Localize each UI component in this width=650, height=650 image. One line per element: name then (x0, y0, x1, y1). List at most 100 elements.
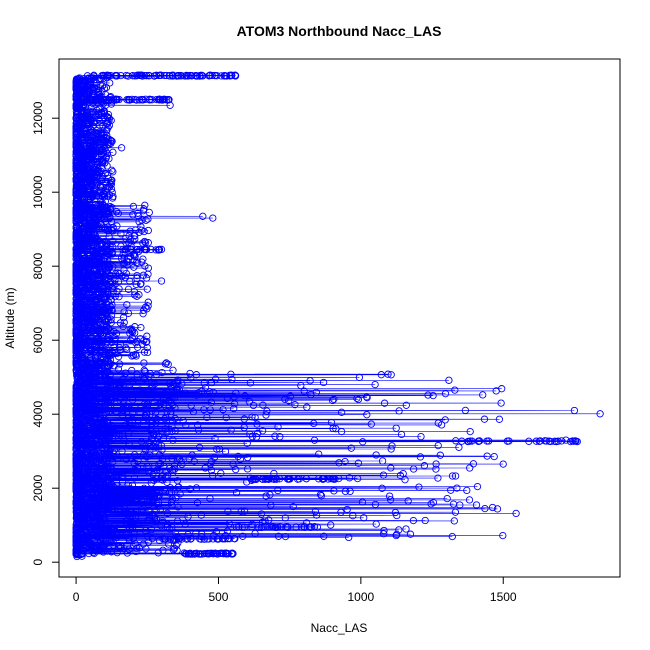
data-point (160, 95, 168, 103)
data-point (466, 437, 474, 445)
data-point (455, 443, 463, 451)
data-point (143, 285, 151, 293)
data-point (499, 531, 507, 540)
data-point (159, 546, 167, 554)
data-point (172, 493, 180, 502)
x-tick-label: 1000 (348, 590, 375, 604)
data-point (94, 115, 103, 123)
data-point (345, 474, 354, 482)
data-point (225, 519, 234, 528)
data-point (397, 430, 406, 439)
data-point (466, 427, 474, 436)
data-point (497, 399, 505, 407)
data-point (95, 386, 104, 395)
data-point (128, 409, 137, 418)
data-point (156, 459, 165, 468)
data-point (275, 475, 284, 483)
data-point (360, 514, 368, 522)
data-point (117, 242, 125, 250)
data-point (227, 71, 236, 79)
data-point (152, 430, 160, 438)
data-point (173, 517, 182, 525)
data-point (263, 474, 271, 483)
data-point (271, 432, 279, 440)
data-point (103, 384, 111, 392)
data-point (197, 511, 205, 519)
data-point (101, 402, 110, 410)
data-point (112, 330, 121, 338)
data-point (570, 406, 579, 415)
data-point (187, 401, 195, 410)
data-point (145, 486, 153, 494)
data-point (96, 348, 105, 356)
data-point (166, 525, 174, 533)
data-point (211, 71, 219, 80)
data-point (532, 437, 540, 445)
data-point (162, 472, 170, 480)
data-point (157, 441, 166, 450)
data-point (109, 192, 117, 201)
data-point (111, 521, 119, 530)
y-tick-label: 8000 (31, 253, 45, 280)
y-tick-label: 10000 (31, 175, 45, 209)
data-point (219, 406, 227, 414)
data-point (461, 406, 470, 415)
data-point (116, 496, 124, 504)
data-point (324, 475, 332, 483)
data-point (131, 323, 139, 331)
data-point (110, 446, 119, 454)
data-point (140, 205, 148, 213)
data-point (345, 533, 353, 542)
data-point (144, 501, 153, 509)
data-point (133, 370, 141, 378)
data-point (197, 533, 206, 541)
data-point (274, 423, 282, 431)
data-point (158, 446, 166, 454)
data-point (261, 517, 269, 525)
data-point (421, 516, 429, 525)
data-point (248, 520, 256, 529)
data-point (434, 474, 442, 482)
data-point (155, 245, 164, 254)
data-point (483, 452, 491, 460)
data-point (94, 420, 102, 428)
data-point (130, 491, 138, 500)
data-point (228, 549, 236, 557)
data-point (155, 451, 164, 459)
data-point (245, 398, 254, 406)
data-point (145, 71, 153, 80)
data-point (281, 514, 289, 522)
data-point (112, 71, 121, 80)
data-point (453, 484, 461, 492)
data-point (107, 548, 116, 556)
data-point (441, 416, 449, 424)
data-point (117, 144, 126, 152)
data-point (168, 427, 176, 436)
data-point (217, 469, 225, 477)
data-point (222, 414, 230, 422)
data-point (106, 136, 115, 144)
data-point (169, 436, 177, 444)
data-point (265, 516, 273, 524)
data-point (161, 425, 169, 433)
data-point (97, 176, 106, 184)
data-point (174, 376, 182, 384)
data-point (512, 509, 520, 518)
data-point (103, 547, 112, 555)
data-point (134, 419, 142, 427)
data-point (417, 432, 425, 441)
data-point (115, 430, 123, 438)
data-point (87, 104, 95, 112)
data-point (129, 535, 137, 543)
data-point (134, 259, 142, 268)
data-point (140, 237, 149, 246)
data-point (161, 360, 170, 368)
data-point (139, 540, 147, 548)
data-point (127, 522, 135, 530)
data-point (141, 367, 149, 376)
data-point (125, 545, 133, 553)
data-point (473, 482, 482, 491)
data-point (192, 484, 201, 492)
data-point (167, 410, 175, 418)
data-point (105, 434, 113, 442)
